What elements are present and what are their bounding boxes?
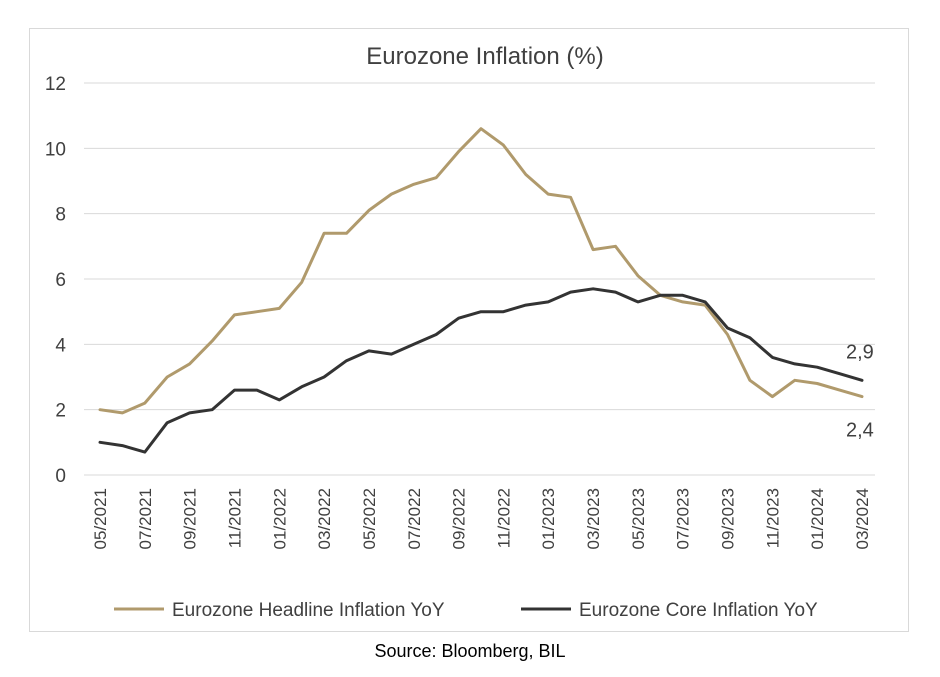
x-tick-label: 11/2021 (225, 488, 244, 548)
end-labels: 2,4 2,9 (846, 341, 874, 441)
x-tick-label: 09/2021 (181, 488, 200, 549)
chart-title: Eurozone Inflation (%) (366, 43, 603, 70)
end-label-1: 2,9 (846, 341, 874, 363)
y-tick-label: 4 (55, 335, 66, 356)
x-tick-label: 11/2022 (494, 488, 513, 548)
x-tick-label: 01/2024 (808, 488, 827, 549)
chart-frame (29, 28, 909, 632)
y-tick-label: 0 (55, 466, 66, 487)
x-tick-label: 05/2022 (360, 488, 379, 549)
x-tick-label: 11/2023 (763, 488, 782, 548)
line-chart: Eurozone Inflation (%) 0 2 4 6 8 10 12 05/2021… (45, 43, 875, 621)
x-tick-label: 03/2023 (584, 488, 603, 549)
x-tick-label: 01/2023 (539, 488, 558, 549)
x-axis-ticks: 05/2021 07/2021 09/2021 11/2021 01/2022 03/20… (91, 488, 872, 549)
x-tick-label: 09/2023 (719, 488, 738, 549)
end-label-0: 2,4 (846, 420, 874, 442)
y-tick-label: 6 (55, 270, 66, 291)
y-tick-label: 2 (55, 401, 66, 422)
legend-label-0: Eurozone Headline Inflation YoY (172, 600, 445, 621)
x-tick-label: 07/2022 (405, 488, 424, 549)
legend-label-1: Eurozone Core Inflation YoY (579, 600, 818, 621)
y-axis-ticks: 0 2 4 6 8 10 12 (45, 74, 67, 487)
series-line-1 (98, 287, 864, 454)
y-tick-label: 10 (45, 139, 66, 160)
y-tick-label: 8 (55, 205, 66, 226)
x-tick-label: 05/2023 (629, 488, 648, 549)
x-tick-label: 07/2021 (136, 488, 155, 549)
gridlines (84, 82, 875, 411)
x-tick-label: 07/2023 (674, 488, 693, 549)
x-tick-label: 05/2021 (91, 488, 110, 549)
series-line-0 (98, 127, 864, 415)
series-lines (98, 127, 864, 454)
x-tick-label: 03/2022 (315, 488, 334, 549)
x-tick-label: 01/2022 (270, 488, 289, 549)
legend: Eurozone Headline Inflation YoY Eurozone … (114, 600, 818, 621)
source-note: Source: Bloomberg, BIL (374, 641, 566, 661)
x-tick-label: 09/2022 (450, 488, 469, 549)
x-tick-label: 03/2024 (853, 488, 872, 549)
y-tick-label: 12 (45, 74, 66, 95)
